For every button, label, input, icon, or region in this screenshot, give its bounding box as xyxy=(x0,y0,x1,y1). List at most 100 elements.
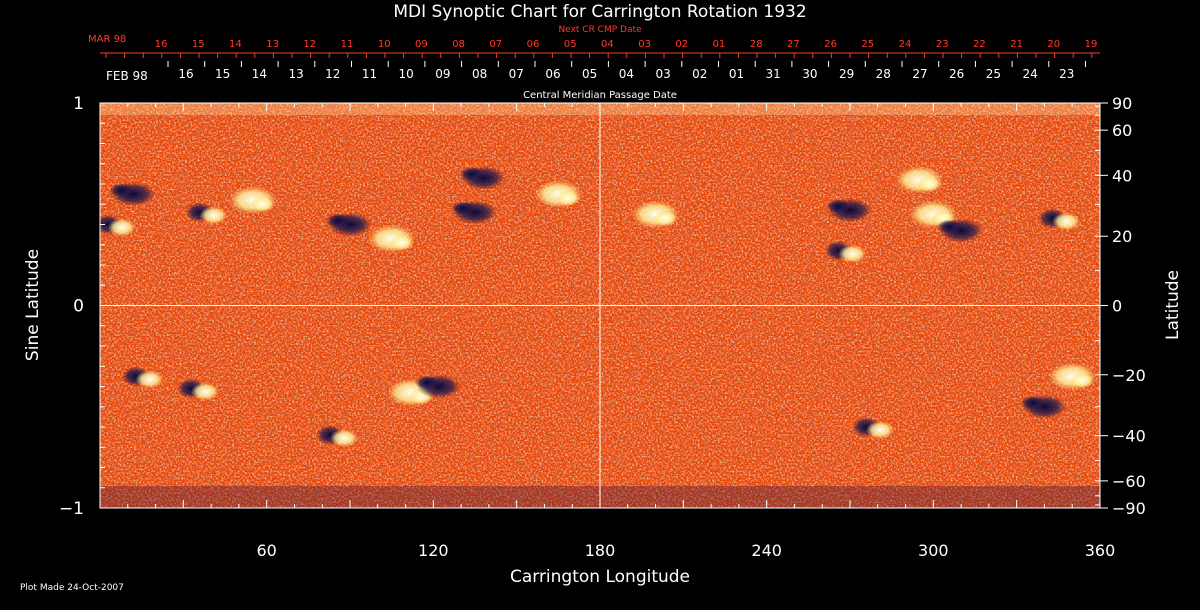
x-tick-label: 240 xyxy=(751,541,782,560)
active-region xyxy=(177,378,220,401)
active-region xyxy=(824,240,867,263)
next-cr-date-label: 26 xyxy=(824,39,837,50)
y-axis-label-left: Sine Latitude xyxy=(23,249,43,361)
active-region xyxy=(326,212,372,237)
y-axis-right: 90 60 40 20 0 −20 −40 −60 −90 xyxy=(1095,94,1146,518)
active-region xyxy=(451,200,497,225)
next-cr-date-label: 10 xyxy=(378,39,391,50)
cmp-date-label: 08 xyxy=(472,67,487,81)
active-region xyxy=(937,218,984,243)
y-right-tick-label: −40 xyxy=(1112,427,1146,446)
active-region xyxy=(100,214,136,237)
next-cr-date-label: 19 xyxy=(1085,39,1098,50)
chart-title: MDI Synoptic Chart for Carrington Rotati… xyxy=(393,2,806,22)
cmp-date-label: 11 xyxy=(362,67,377,81)
y-axis-label-right: Latitude xyxy=(1163,270,1183,340)
active-region xyxy=(121,366,164,389)
next-cr-date-label: 27 xyxy=(787,39,800,50)
next-cr-date-label: 01 xyxy=(713,39,726,50)
active-region xyxy=(414,374,461,399)
cmp-month-label: FEB 98 xyxy=(106,69,148,83)
next-cr-date-label: 25 xyxy=(861,39,874,50)
active-region xyxy=(1038,208,1081,231)
cmp-date-label: 31 xyxy=(766,67,781,81)
next-cr-date-label: 23 xyxy=(936,39,949,50)
cmp-date-label: 24 xyxy=(1022,67,1037,81)
cmp-date-label: 01 xyxy=(729,67,744,81)
cmp-date-label: 25 xyxy=(986,67,1001,81)
next-cr-date-label: 21 xyxy=(1010,39,1023,50)
active-region xyxy=(826,198,872,223)
x-axis-label: Carrington Longitude xyxy=(510,567,690,587)
y-right-tick-label: −60 xyxy=(1112,472,1146,491)
active-region xyxy=(852,417,895,439)
x-tick-label: 60 xyxy=(256,541,276,560)
cmp-date-label: 23 xyxy=(1059,67,1074,81)
next-cr-date-label: 03 xyxy=(638,39,651,50)
cmp-date-label: 10 xyxy=(399,67,414,81)
y-left-tick-label: −1 xyxy=(59,499,84,519)
next-cr-axis-title: Next CR CMP Date xyxy=(558,25,642,35)
x-tick-label: 360 xyxy=(1085,541,1116,560)
x-tick-label: 300 xyxy=(918,541,949,560)
cmp-date-label: 09 xyxy=(435,67,450,81)
x-tick-label: 120 xyxy=(418,541,449,560)
x-axis: 60 120 180 240 300 360 xyxy=(127,103,1116,560)
next-cr-date-label: 22 xyxy=(973,39,986,50)
y-axis-left: 1 0 −1 xyxy=(59,94,110,519)
cmp-date-label: 26 xyxy=(949,67,964,81)
y-right-tick-label: 40 xyxy=(1112,166,1132,185)
next-cr-date-label: 04 xyxy=(601,39,614,50)
active-region xyxy=(1048,362,1097,391)
cmp-date-label: 07 xyxy=(509,67,524,81)
y-left-tick-label: 1 xyxy=(73,94,84,114)
cmp-date-label: 28 xyxy=(876,67,891,81)
cmp-date-label: 02 xyxy=(692,67,707,81)
cmp-date-label: 03 xyxy=(655,67,670,81)
y-right-tick-label: 0 xyxy=(1112,297,1122,316)
active-region xyxy=(631,200,680,229)
active-region xyxy=(534,180,583,209)
active-region xyxy=(367,224,416,253)
y-right-tick-label: 90 xyxy=(1112,94,1132,113)
next-cr-date-label: 08 xyxy=(452,39,465,50)
next-cr-date-label: 07 xyxy=(489,39,502,50)
cmp-date-label: 15 xyxy=(215,67,230,81)
active-region xyxy=(1020,394,1067,419)
next-cr-date-label: 12 xyxy=(303,39,316,50)
cmp-date-label: 30 xyxy=(802,67,817,81)
next-cr-date-label: 20 xyxy=(1047,39,1060,50)
cmp-date-label: 06 xyxy=(545,67,560,81)
cmp-axis-title: Central Meridian Passage Date xyxy=(523,90,677,101)
y-left-tick-label: 0 xyxy=(73,297,84,317)
next-cr-date-label: 16 xyxy=(155,39,168,50)
next-cr-date-label: 15 xyxy=(192,39,205,50)
active-region xyxy=(895,165,944,194)
cmp-date-label: 04 xyxy=(619,67,634,81)
y-right-tick-label: −90 xyxy=(1112,499,1146,518)
cmp-date-label: 13 xyxy=(288,67,303,81)
next-cr-axis: Next CR CMP Date MAR 98 16 15 14 13 12 11 10 09… xyxy=(88,25,1100,58)
next-cr-date-label: 09 xyxy=(415,39,428,50)
cmp-date-label: 14 xyxy=(252,67,267,81)
cmp-date-label: 12 xyxy=(325,67,340,81)
y-right-tick-label: 60 xyxy=(1112,121,1132,140)
y-right-tick-label: −20 xyxy=(1112,366,1146,385)
next-cr-date-label: 05 xyxy=(564,39,577,50)
cmp-date-label: 16 xyxy=(178,67,193,81)
active-region xyxy=(185,202,228,225)
next-cr-date-label: 02 xyxy=(675,39,688,50)
next-cr-date-label: 11 xyxy=(341,39,354,50)
cmp-date-label: 27 xyxy=(912,67,927,81)
plot-footnote: Plot Made 24-Oct-2007 xyxy=(20,583,124,593)
active-region xyxy=(228,186,277,215)
next-cr-date-label: 24 xyxy=(899,39,912,50)
y-right-tick-label: 20 xyxy=(1112,227,1132,246)
grid-lines xyxy=(100,103,1100,508)
active-region xyxy=(109,182,156,207)
cmp-date-label: 05 xyxy=(582,67,597,81)
next-cr-date-label: 14 xyxy=(229,39,242,50)
active-region xyxy=(459,165,506,190)
next-cr-month-label: MAR 98 xyxy=(88,34,126,45)
